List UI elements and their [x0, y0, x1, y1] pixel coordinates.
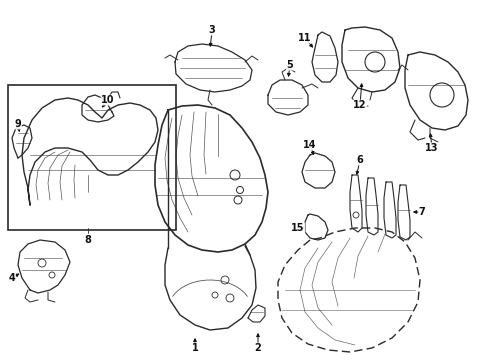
- Text: 14: 14: [303, 140, 316, 150]
- Text: 9: 9: [15, 119, 21, 129]
- Text: 13: 13: [425, 143, 438, 153]
- Text: 11: 11: [298, 33, 311, 43]
- Bar: [8, 85, 176, 230]
- Text: 10: 10: [101, 95, 115, 105]
- Text: 2: 2: [254, 343, 261, 353]
- Text: 12: 12: [352, 100, 366, 110]
- Text: 1: 1: [191, 343, 198, 353]
- Text: 8: 8: [84, 235, 91, 245]
- Text: 5: 5: [286, 60, 293, 70]
- Text: 7: 7: [418, 207, 425, 217]
- Text: 4: 4: [9, 273, 15, 283]
- Text: 6: 6: [356, 155, 363, 165]
- Text: 3: 3: [208, 25, 215, 35]
- Text: 15: 15: [291, 223, 304, 233]
